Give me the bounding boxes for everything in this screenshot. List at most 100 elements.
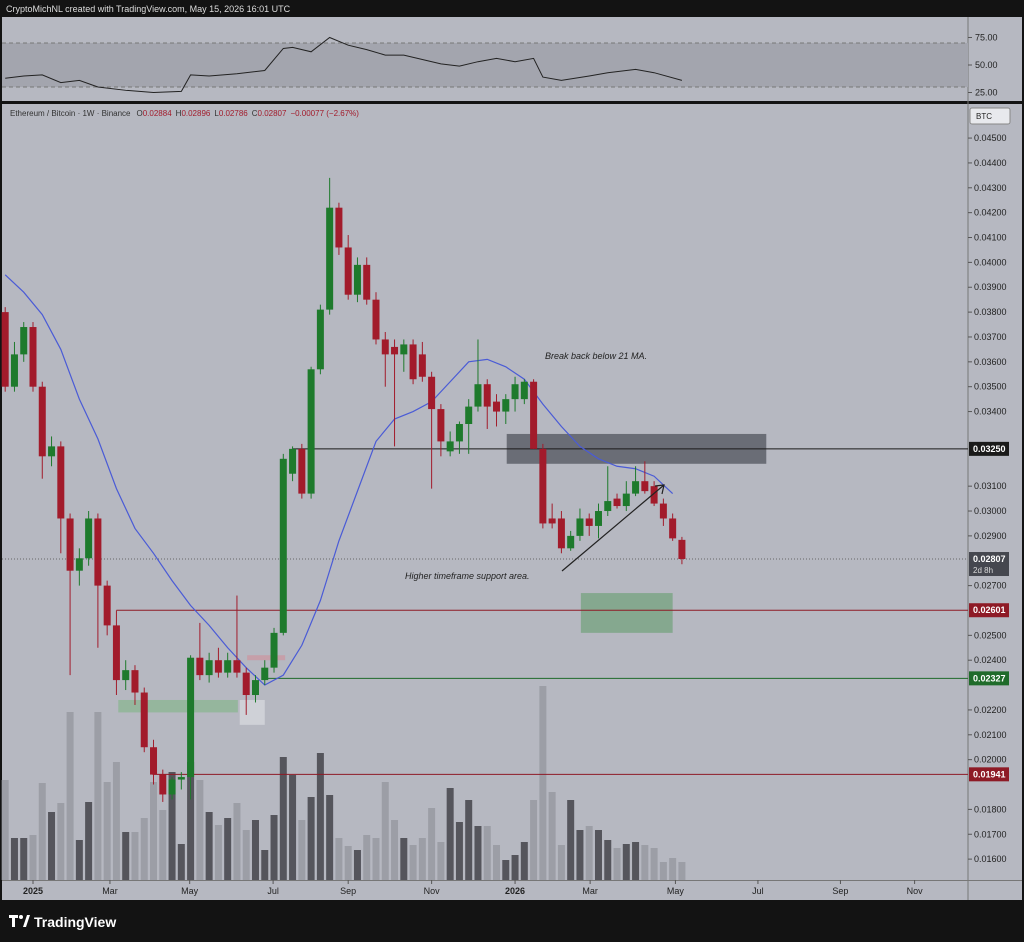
candle-body [168,779,176,795]
level-label: 0.02601 [973,605,1006,615]
candle-body [483,384,491,407]
volume-bar [622,844,630,880]
x-tick-label: Jul [752,886,764,896]
volume-bar [391,820,399,880]
volume-bar [344,846,352,880]
symbol-header: Ethereum / Bitcoin · 1W · Binance O0.0288… [10,109,359,118]
candle-body [557,518,565,549]
y-tick-label: 0.02500 [974,630,1007,640]
h-label: H [176,109,182,118]
candle-body [659,503,667,519]
volume-bar [316,753,324,880]
candle-body [418,354,426,377]
rsi-tick-label: 75.00 [975,32,998,42]
volume-bar [641,845,649,880]
volume-bar [196,780,204,880]
volume-bar [428,808,436,880]
plot: 75.00 50.00 25.00 0.04500 0.04400 0.04300 0.04… [1,32,1009,896]
rsi-tick-label: 50.00 [975,60,998,70]
volume-bar [20,838,28,880]
volume-bar [66,712,74,880]
candle-body [502,399,510,412]
volume-bar [576,830,584,880]
volume-bar [326,795,334,880]
candle-body [131,670,139,693]
candle-body [75,558,83,571]
volume-bar [659,862,667,880]
volume-bar [94,712,102,880]
candle-body [613,498,621,507]
candle-body [298,448,306,494]
volume-bar [279,757,287,880]
candle-body [279,458,287,633]
annotation: Break back below 21 MA. [545,351,647,361]
candle-body [187,657,195,778]
volume-bar [446,788,454,880]
symbol: Ethereum / Bitcoin · 1W · Binance [10,109,131,118]
candle-body [205,660,213,676]
candle-body [446,441,454,452]
level-box [969,671,1009,686]
x-tick-label: Nov [907,886,924,896]
candle-body [29,327,37,387]
candle-body [1,312,9,387]
volume-bar [604,840,612,880]
currency[interactable]: BTC [976,112,992,121]
level-label: 0.03250 [973,444,1006,454]
y-tick-label: 0.02200 [974,705,1007,715]
candle-body [567,535,575,549]
volume-bar [48,812,56,880]
zone [247,655,286,661]
candle-body [669,518,677,539]
x-tick-label: May [181,886,199,896]
y-tick-label: 0.03700 [974,332,1007,342]
rsi-band [2,42,968,88]
y-tick-label: 0.03100 [974,481,1007,491]
ma-line [4,274,674,686]
y-tick-label: 0.03900 [974,282,1007,292]
volume-bar [474,826,482,880]
arrow-head [654,484,665,495]
candle-body [576,518,584,536]
level-label: 0.02327 [973,673,1006,683]
volume-bar [409,845,417,880]
y-tick-label: 0.01800 [974,804,1007,814]
y-tick-label: 0.01700 [974,829,1007,839]
zone [239,699,265,725]
currency-box[interactable] [969,107,1011,125]
x-tick-label: Jul [267,886,279,896]
x-tick-label: Sep [832,886,848,896]
x-tick-label: May [667,886,685,896]
volume-bar [632,842,640,880]
candle-body [363,264,371,300]
close: 0.02807 [258,109,287,118]
candle-body [103,585,111,626]
volume-bar [159,810,167,880]
candle-body [122,670,130,681]
volume-bar [493,845,501,880]
candle-body [140,692,148,748]
y-tick-label: 0.02100 [974,730,1007,740]
volume-bar [335,838,343,880]
level-box [969,767,1009,782]
candle-body [465,406,473,424]
brand-logo [9,915,30,927]
candle-body [242,672,250,696]
volume-bar [520,842,528,880]
y-tick-label: 0.04500 [974,133,1007,143]
volume-bar [511,855,519,880]
volume-bar [103,782,111,880]
candle-body [622,493,630,507]
candle-body [594,511,602,526]
volume-bar [455,822,463,880]
candle-body [233,660,241,673]
volume-bar [567,800,575,880]
y-tick-label: 0.03600 [974,357,1007,367]
candle-body [270,632,278,668]
volume-bar [650,848,658,880]
volume-bar [261,850,269,880]
volume-bar [270,815,278,880]
candle-body [437,409,445,442]
candle-body [493,401,501,412]
candle-body [604,501,612,512]
